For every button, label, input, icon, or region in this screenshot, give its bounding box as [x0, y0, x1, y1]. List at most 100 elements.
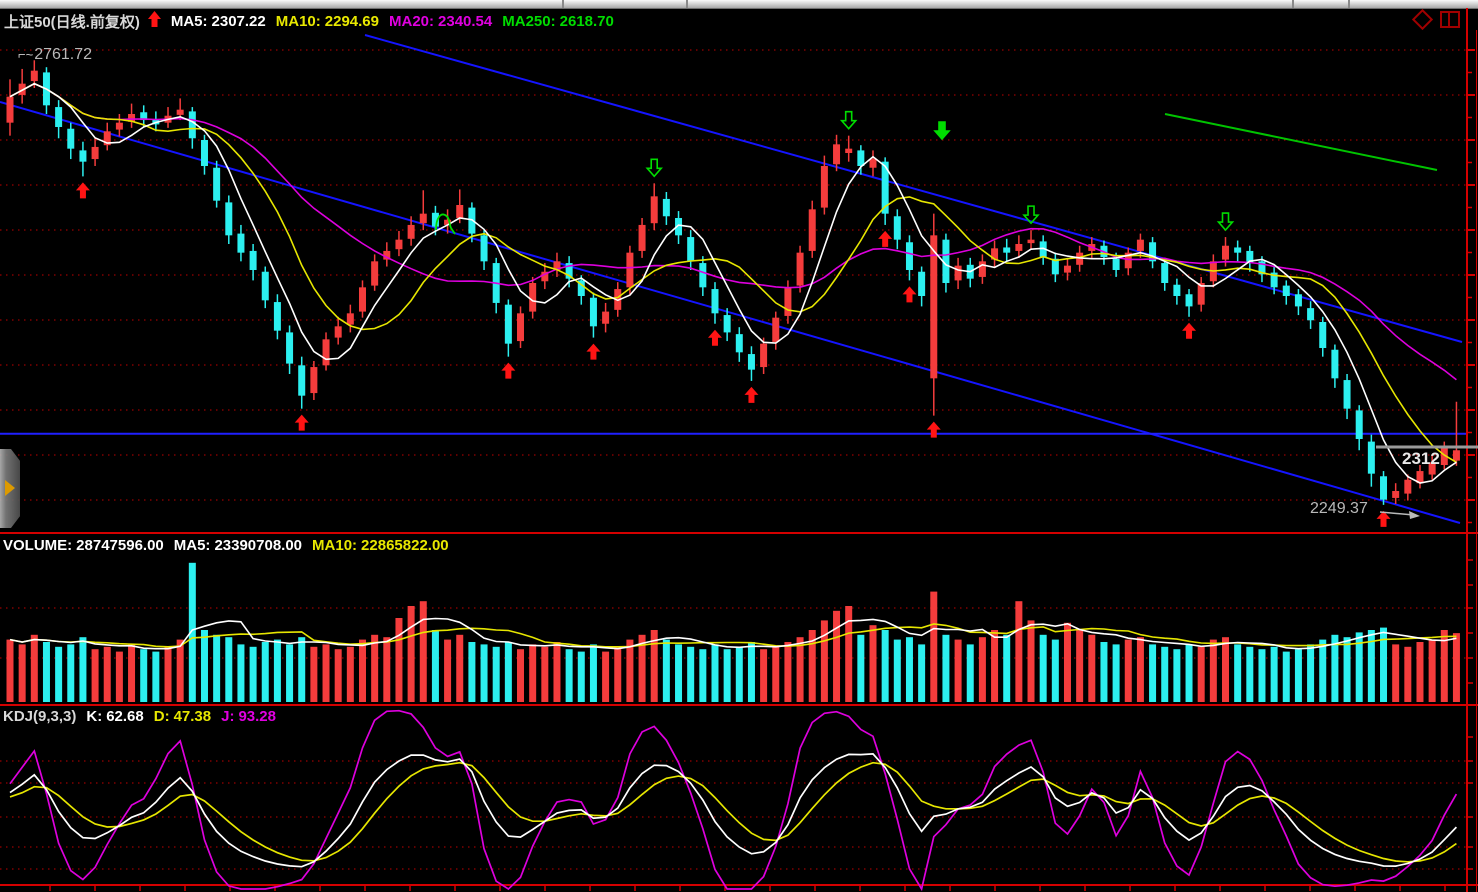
candle-body: [128, 114, 136, 122]
volume-bar: [699, 649, 707, 702]
volume-bar: [395, 618, 403, 702]
candle-body: [225, 202, 233, 236]
volume-bar: [322, 644, 330, 702]
volume-bar: [42, 642, 50, 702]
volume-ma5-line: [9, 617, 1457, 650]
volume-bar: [1003, 634, 1011, 702]
candle-body: [930, 235, 938, 379]
candle-body: [261, 271, 269, 301]
candle-body: [1076, 252, 1084, 265]
sell-signal-arrow: [933, 121, 951, 141]
volume-bar: [249, 646, 257, 702]
volume-bar: [6, 639, 14, 702]
buy-signal-arrow: [902, 286, 917, 303]
low-pointer-line: [1379, 511, 1415, 516]
candle-body: [55, 107, 63, 127]
volume-bar: [589, 644, 597, 702]
candle-body: [298, 365, 306, 396]
volume-bar: [1015, 601, 1023, 702]
candle-body: [1136, 239, 1144, 251]
volume-bar: [1380, 627, 1388, 702]
volume-bar: [1282, 651, 1290, 702]
candle-body: [273, 302, 281, 331]
candle-body: [480, 235, 488, 262]
volume-bar: [869, 625, 877, 702]
candle-body: [723, 315, 731, 333]
volume-bar: [893, 639, 901, 702]
high-marker-icon: ⌐~: [18, 47, 34, 62]
candle-body: [115, 122, 123, 130]
ma10-line: [9, 82, 1457, 463]
candle-body: [1440, 447, 1448, 465]
volume-bar: [103, 646, 111, 702]
volume-bar: [30, 634, 38, 702]
sell-signal-arrow: [1216, 212, 1235, 232]
buy-signal-arrow: [926, 421, 941, 438]
volume-bar: [286, 644, 294, 702]
volume-bar: [1246, 646, 1254, 702]
side-panel-toggle[interactable]: [0, 449, 20, 528]
candle-body: [1319, 322, 1327, 348]
candle-body: [784, 287, 792, 316]
candle-body: [79, 150, 87, 162]
candle-body: [1197, 283, 1205, 305]
volume-bar: [918, 644, 926, 702]
volume-bar: [383, 637, 391, 702]
ma250-readout: MA250: 2618.70: [502, 12, 614, 30]
candle-body: [1270, 272, 1278, 288]
candle-body: [517, 313, 525, 342]
volume-bar: [298, 637, 306, 702]
candle-body: [918, 271, 926, 296]
volume-bar: [1112, 644, 1120, 702]
ma5-line: [9, 82, 1457, 484]
toolbar-divider: [1292, 0, 1294, 8]
candle-body: [845, 148, 853, 153]
candle-body: [1051, 258, 1059, 275]
candle-body: [881, 161, 889, 214]
buy-signal-arrow: [586, 343, 601, 360]
candle-body: [565, 263, 573, 279]
candle-body: [383, 250, 391, 260]
volume-bar: [942, 634, 950, 702]
volume-bar: [1234, 644, 1242, 702]
candle-body: [638, 224, 646, 251]
candle-body: [444, 219, 452, 225]
candle-body: [358, 287, 366, 312]
volume-bar: [346, 646, 354, 702]
candle-body: [893, 216, 901, 240]
window-corner-icons: [1411, 8, 1460, 31]
volume-bar: [845, 606, 853, 702]
volume-bar: [431, 630, 439, 702]
sell-signal-arrow: [645, 158, 663, 178]
volume-bar: [517, 649, 525, 702]
volume-bar: [1027, 620, 1035, 702]
candle-body: [735, 334, 743, 353]
candle-body: [371, 261, 379, 286]
volume-bar: [225, 637, 233, 702]
candle-body: [1404, 479, 1412, 494]
volume-ma10-readout: MA10: 22865822.00: [312, 537, 449, 554]
volume-bar: [492, 646, 500, 702]
volume-bar: [55, 646, 63, 702]
volume-bar: [1343, 637, 1351, 702]
volume-bar: [115, 651, 123, 702]
candle-body: [1367, 441, 1375, 474]
candle-body: [322, 339, 330, 366]
candle-body: [286, 332, 294, 364]
candle-body: [857, 150, 865, 166]
volume-bar: [954, 639, 962, 702]
volume-bar: [480, 644, 488, 702]
volume-bar: [128, 644, 136, 702]
candle-body: [346, 313, 354, 325]
kdj-header: KDJ(9,3,3) K: 62.68 D: 47.38 J: 93.28: [3, 708, 286, 725]
candle-body: [1039, 241, 1047, 257]
split-view-icon[interactable]: [1440, 11, 1460, 28]
buy-signal-arrow: [1376, 510, 1391, 527]
candle-body: [1258, 261, 1266, 275]
volume-bar: [444, 639, 452, 702]
panel-frame: [0, 8, 1478, 892]
candle-body: [91, 146, 99, 160]
candles-layer: [6, 60, 1460, 505]
expand-arrow-icon: [5, 480, 15, 496]
